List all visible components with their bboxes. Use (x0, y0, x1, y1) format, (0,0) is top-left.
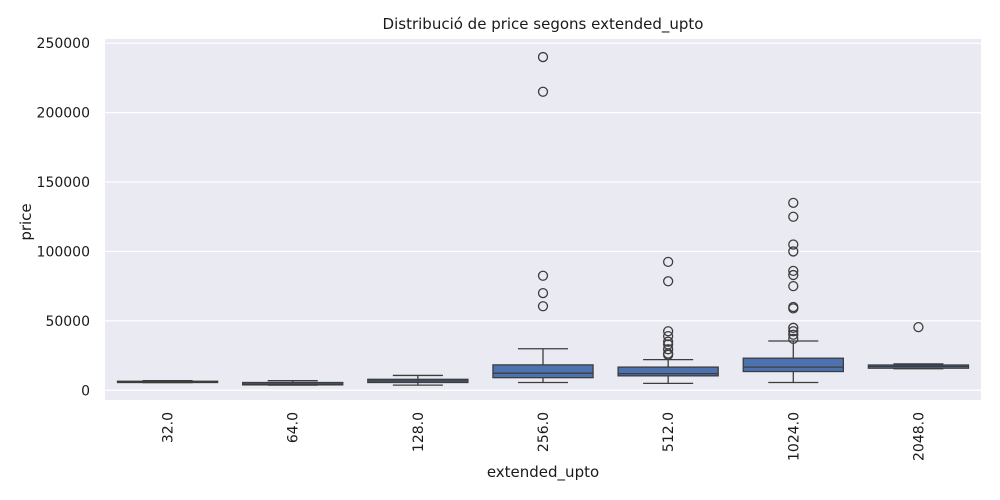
outlier-point (662, 339, 674, 350)
y-tick-label: 100000 (37, 244, 90, 260)
outlier-point (537, 270, 549, 281)
x-tick-label: 256.0 (536, 412, 552, 452)
outlier-point (662, 256, 674, 267)
outlier-point (788, 211, 799, 222)
x-tick-label: 1024.0 (786, 412, 802, 461)
y-tick-label: 200000 (37, 106, 90, 122)
outlier-point (788, 269, 799, 281)
outlier-point (788, 197, 799, 208)
outlier-point (788, 329, 799, 340)
grid-lines (105, 42, 981, 391)
y-tick-labels: 0 50000 100000 150000 200000 250000 (37, 36, 90, 399)
outlier-point (788, 301, 799, 313)
outlier-point (788, 322, 799, 333)
x-axis-label: extended_upto (486, 463, 600, 481)
outlier-point (788, 265, 799, 277)
outlier-point (537, 51, 549, 63)
outlier-point (788, 239, 799, 250)
x-tick-label: 2048.0 (911, 412, 927, 461)
outlier-point (788, 280, 799, 292)
box-2048.0 (867, 321, 970, 370)
box-1024.0 (742, 197, 844, 384)
x-tick-label: 64.0 (286, 412, 302, 443)
chart-title: Distribució de price segons extended_upt… (382, 15, 704, 33)
x-tick-labels: 32.0 64.0 128.0 256.0 512.0 1024.0 2048.0 (161, 412, 928, 461)
outlier-point (662, 326, 674, 337)
outlier-point (537, 301, 549, 312)
outlier-point (788, 333, 799, 345)
box-iqr (742, 357, 844, 373)
outlier-point (662, 276, 674, 287)
y-tick-label: 50000 (45, 314, 90, 330)
x-tick-label: 128.0 (411, 412, 427, 452)
box-32.0 (116, 380, 219, 384)
outlier-point (662, 336, 674, 347)
outlier-point (662, 344, 674, 355)
box-128.0 (367, 374, 469, 386)
box-512.0 (617, 256, 719, 384)
x-tick-label: 512.0 (661, 412, 677, 452)
outlier-point (788, 246, 799, 257)
outlier-point (537, 287, 549, 299)
box-plots (116, 51, 970, 386)
y-tick-label: 0 (81, 383, 90, 399)
box-64.0 (242, 380, 344, 386)
outlier-point (537, 86, 549, 97)
outlier-point (662, 330, 674, 342)
outlier-point (913, 321, 924, 333)
x-tick-label: 32.0 (161, 412, 177, 443)
y-tick-label: 250000 (37, 36, 90, 52)
outlier-point (788, 326, 799, 337)
box-iqr (617, 366, 719, 377)
y-tick-label: 150000 (37, 175, 90, 191)
box-iqr (492, 364, 594, 379)
box-256.0 (492, 51, 594, 384)
plot-background (105, 39, 981, 400)
